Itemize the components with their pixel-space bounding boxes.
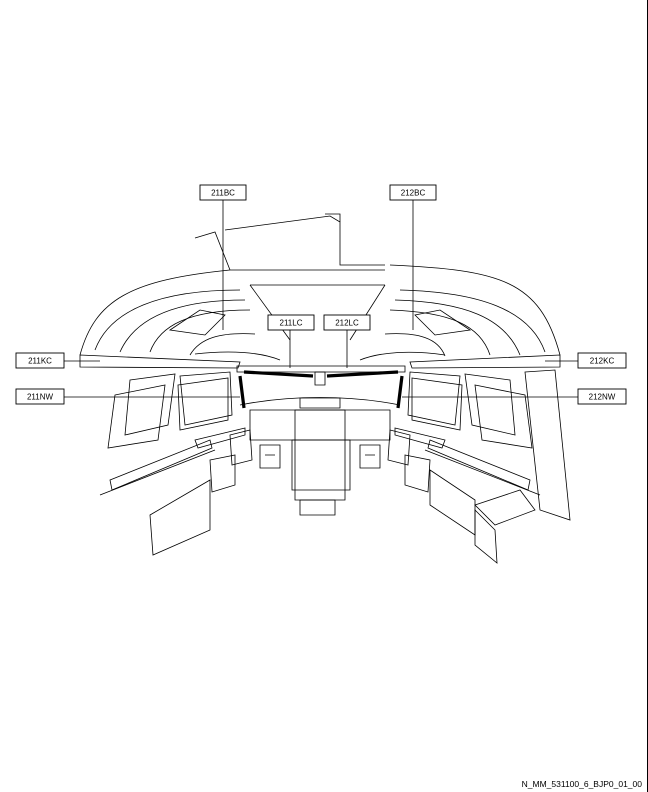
floor-panels bbox=[149, 469, 536, 564]
label-212KC: 212KC bbox=[590, 357, 615, 366]
callout-212LC: 212LC bbox=[323, 314, 371, 331]
leader-lines bbox=[64, 200, 578, 398]
label-212BC: 212BC bbox=[401, 189, 426, 198]
cockpit-ceiling-outline bbox=[79, 213, 561, 356]
callout-211BC: 211BC bbox=[199, 184, 247, 201]
callout-211NW: 211NW bbox=[15, 388, 65, 405]
right-overhead-arch bbox=[359, 289, 546, 361]
callout-212NW: 212NW bbox=[577, 388, 627, 405]
glareshield bbox=[236, 365, 406, 409]
callout-211LC: 211LC bbox=[267, 314, 315, 331]
left-side-windows bbox=[99, 371, 246, 496]
right-side-windows bbox=[394, 369, 571, 521]
label-211NW: 211NW bbox=[27, 393, 54, 402]
figure-id: N_MM_531100_6_BJP0_01_00 bbox=[521, 779, 642, 789]
callout-212KC: 212KC bbox=[577, 352, 627, 369]
highlighted-panels bbox=[238, 370, 404, 409]
left-overhead-arch bbox=[94, 289, 281, 361]
label-211LC: 211LC bbox=[280, 319, 303, 328]
label-211BC: 211BC bbox=[211, 189, 235, 198]
center-pedestal bbox=[229, 409, 411, 516]
callout-211KC: 211KC bbox=[15, 352, 65, 369]
label-211KC: 211KC bbox=[28, 357, 52, 366]
label-212NW: 212NW bbox=[589, 393, 616, 402]
label-212LC: 212LC bbox=[335, 319, 359, 328]
side-panel-strips bbox=[79, 354, 561, 369]
callout-212BC: 212BC bbox=[389, 184, 437, 201]
